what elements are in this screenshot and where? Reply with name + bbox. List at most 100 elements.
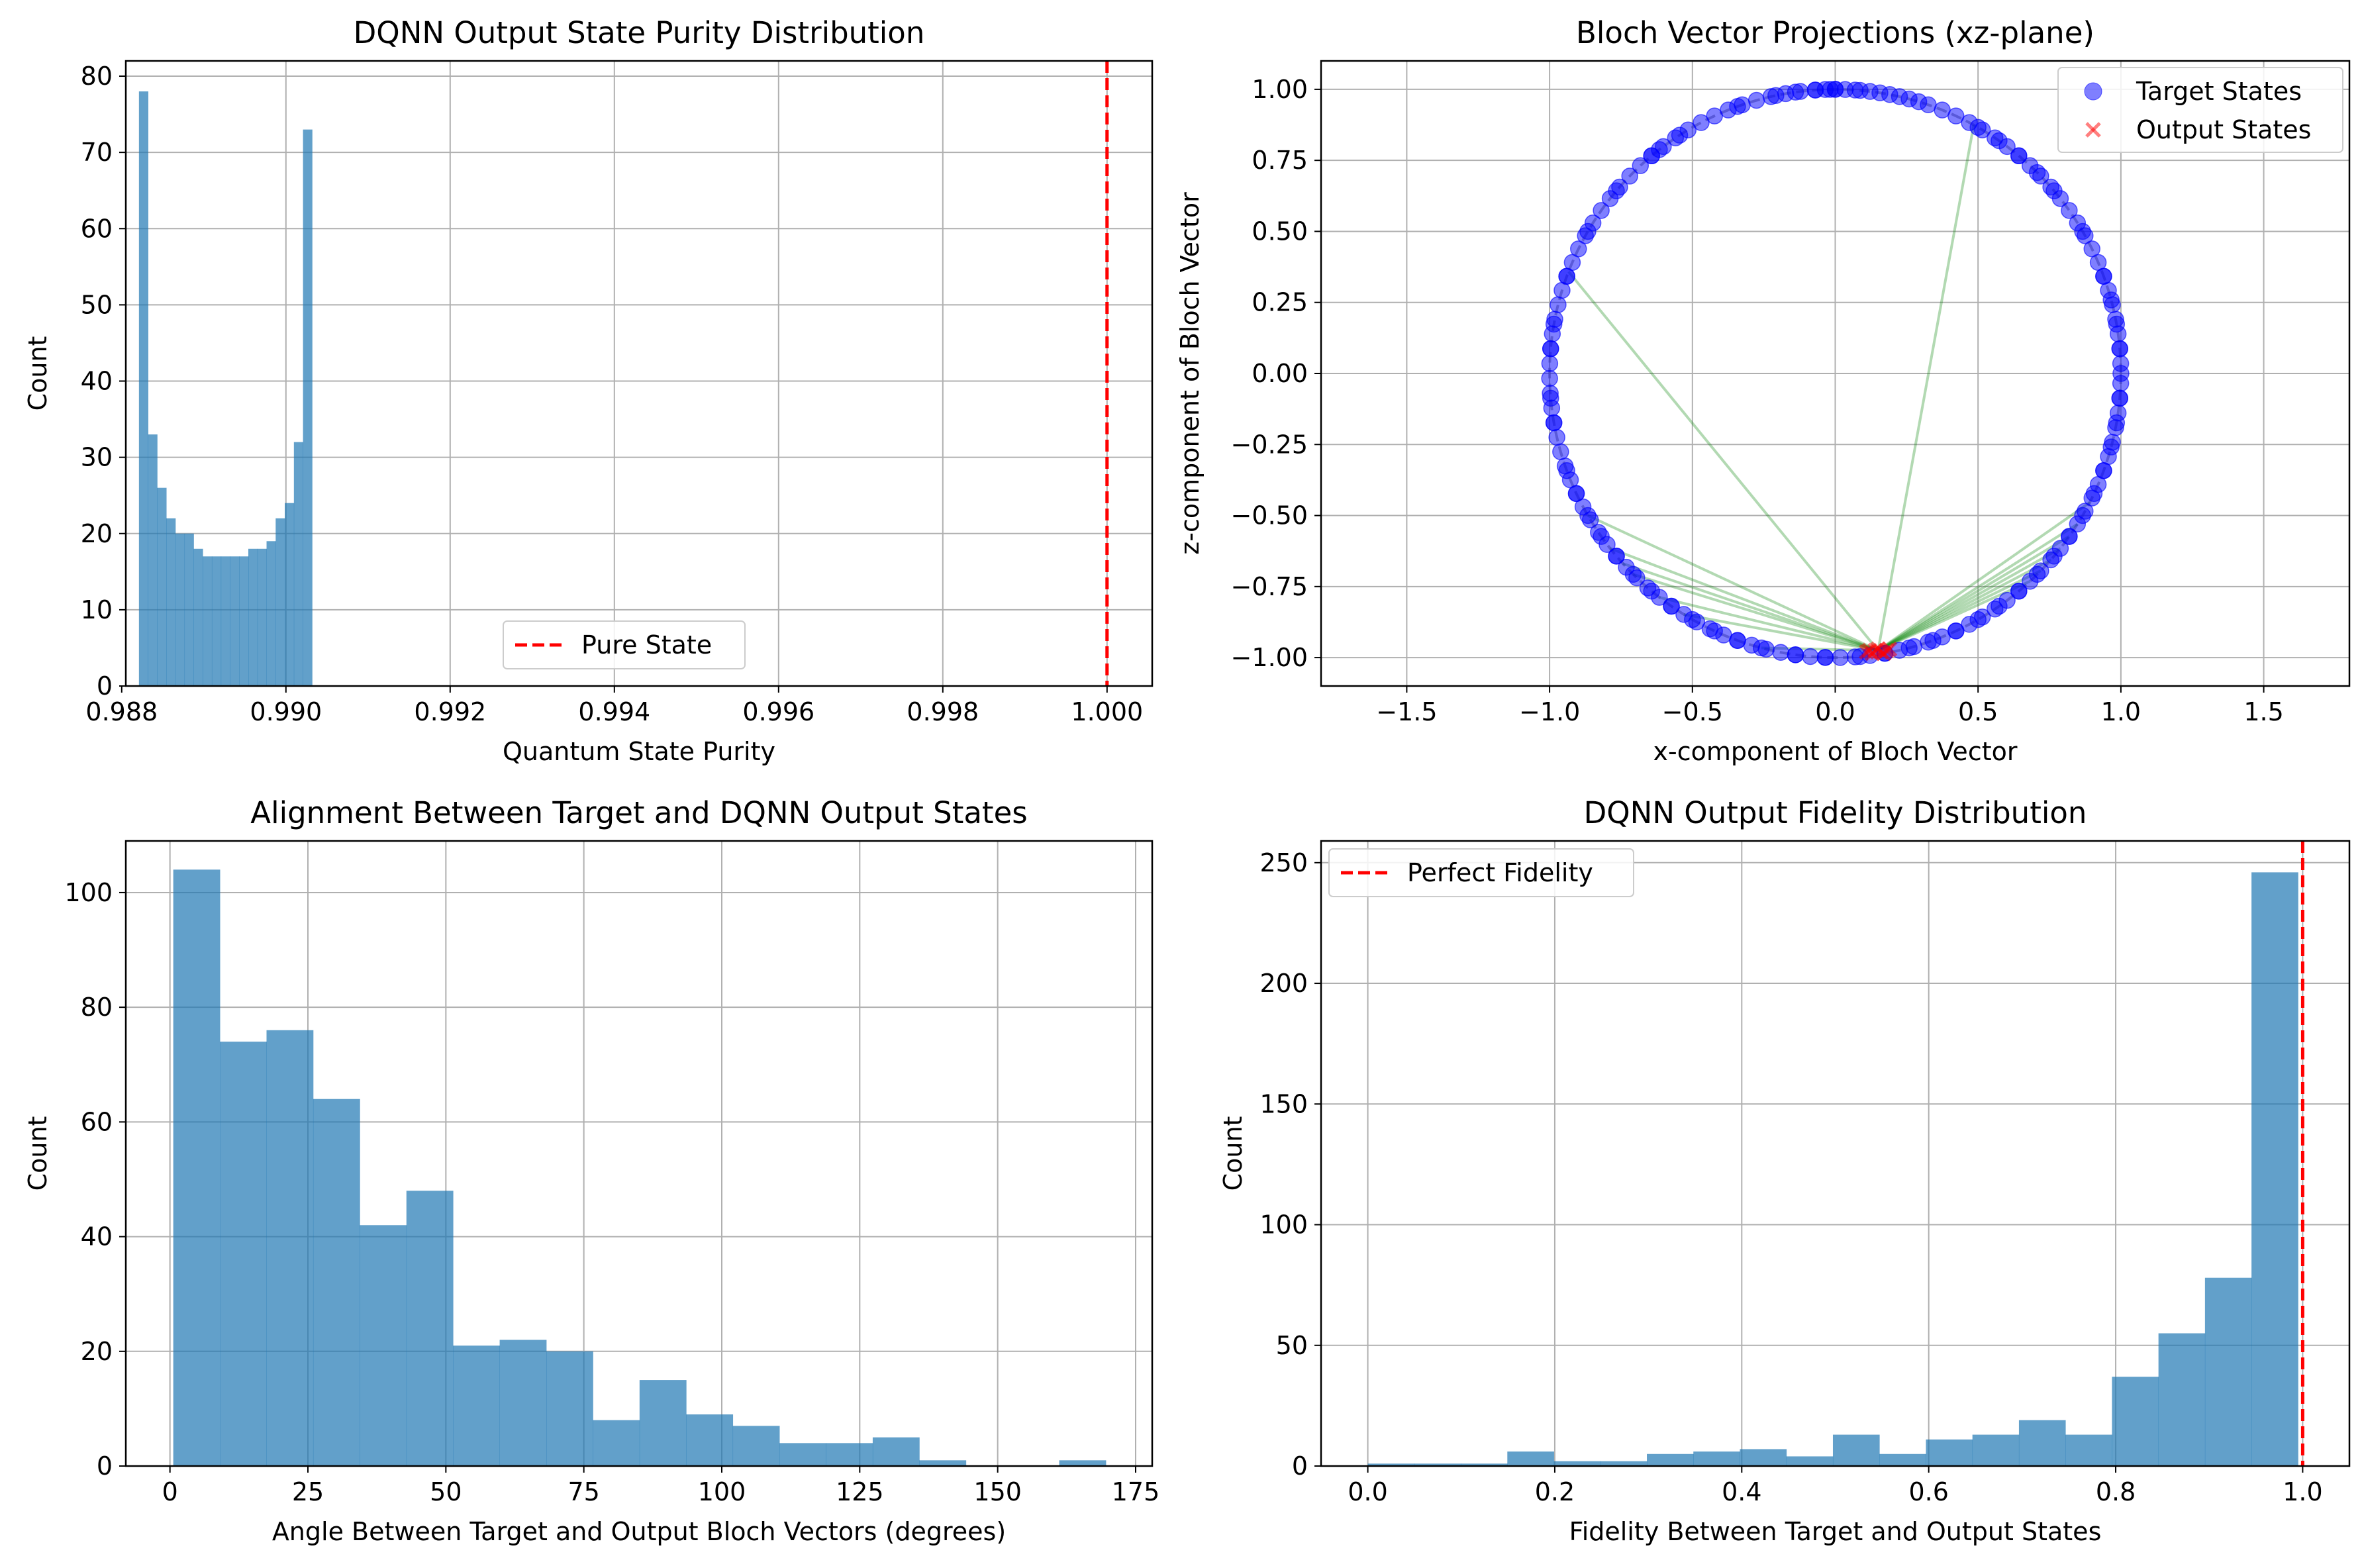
target-point <box>1570 240 1587 258</box>
bar <box>2112 1377 2159 1466</box>
bar <box>313 1099 360 1466</box>
x-tick-label: −1.0 <box>1519 697 1580 726</box>
x-tick-label: 0.0 <box>1815 697 1855 726</box>
target-point <box>1643 147 1660 165</box>
bar <box>293 442 303 686</box>
target-point <box>2061 528 2078 545</box>
connection-line <box>1622 562 1879 652</box>
target-point <box>1920 96 1937 114</box>
chart-panel-1: 0.988 0.990 0.992 0.994 0.996 0.998 1.000 0 10 20… <box>23 15 1154 766</box>
bar <box>148 434 158 686</box>
x-tick-label: 0.990 <box>250 697 322 726</box>
chart-title: DQNN Output State Purity Distribution <box>354 15 925 50</box>
target-point <box>1541 369 1558 387</box>
target-point <box>1558 462 1575 479</box>
bar <box>157 487 167 686</box>
x-tick-label: −0.5 <box>1662 697 1723 726</box>
target-point <box>1969 611 1987 628</box>
y-tick-label: 70 <box>81 138 113 167</box>
bar <box>406 1191 454 1466</box>
y-tick-label: 80 <box>81 62 113 91</box>
legend-label: Output States <box>2136 115 2311 144</box>
connection-line <box>1877 579 2031 652</box>
plot-area <box>1321 841 2349 1466</box>
x-axis-label: Fidelity Between Target and Output State… <box>1569 1517 2102 1546</box>
legend-swatch-circle <box>2084 82 2102 101</box>
y-tick-label: 80 <box>81 993 113 1022</box>
x-axis-label: Angle Between Target and Output Bloch Ve… <box>272 1517 1006 1546</box>
bar <box>138 91 149 686</box>
connection-line <box>1877 558 2052 652</box>
y-tick-label: 20 <box>81 519 113 548</box>
target-point <box>2045 182 2063 199</box>
target-point <box>1545 315 1563 333</box>
y-tick-label: 20 <box>81 1337 113 1366</box>
plot-area <box>126 841 1152 1466</box>
y-tick-label: 0.00 <box>1252 359 1308 388</box>
connection-line <box>1609 547 1879 652</box>
x-tick-label: 1.0 <box>2283 1477 2322 1506</box>
x-axis-label: x-component of Bloch Vector <box>1653 737 2018 766</box>
target-point <box>2061 202 2078 219</box>
bar <box>453 1346 500 1466</box>
x-tick-label: 0.994 <box>578 697 650 726</box>
bar <box>266 541 276 686</box>
bars <box>173 869 1107 1466</box>
target-point <box>2074 507 2091 524</box>
x-tick-label: 0.8 <box>2096 1477 2136 1506</box>
y-tick-label: 0 <box>1292 1451 1308 1481</box>
target-point <box>1548 428 1565 446</box>
x-tick-label: 100 <box>698 1477 746 1506</box>
legend-swatch-x <box>2085 122 2101 138</box>
x-tick-label: 1.0 <box>2101 697 2141 726</box>
target-point <box>1684 611 1701 628</box>
chart-panel-4: 0.0 0.2 0.4 0.6 0.8 1.0 0 50 100 150 200 250 DQNN Ou… <box>1218 795 2351 1546</box>
bar <box>639 1380 687 1466</box>
y-tick-label: 30 <box>81 443 113 472</box>
target-point <box>1832 649 1849 666</box>
target-point <box>1632 157 1649 174</box>
connection-line <box>1587 514 1879 652</box>
bar <box>1786 1456 1834 1466</box>
bar <box>1367 1463 1415 1466</box>
bar <box>1553 1461 1601 1466</box>
connection-line <box>1877 522 2079 652</box>
bar <box>546 1351 593 1466</box>
target-point <box>1579 507 1597 524</box>
bar <box>175 533 185 686</box>
legend-label: Perfect Fidelity <box>1407 858 1593 887</box>
bar <box>1414 1463 1461 1466</box>
bar <box>1693 1451 1740 1466</box>
bar <box>1879 1453 1926 1466</box>
target-point <box>1553 281 1571 299</box>
connection-line <box>1877 569 2042 652</box>
bar <box>2018 1420 2066 1466</box>
target-point <box>1608 548 1625 565</box>
x-tick-label: −1.5 <box>1376 697 1437 726</box>
y-tick-label: −0.75 <box>1231 572 1308 601</box>
bar <box>686 1414 734 1466</box>
target-point <box>1720 101 1737 119</box>
target-point <box>1822 81 1839 98</box>
target-point <box>1542 389 1559 407</box>
x-tick-label: 0.4 <box>1722 1477 1761 1506</box>
target-point <box>1706 622 1723 640</box>
chart-title: DQNN Output Fidelity Distribution <box>1584 795 2087 830</box>
y-tick-label: 250 <box>1259 848 1308 877</box>
bar <box>257 548 267 686</box>
bar <box>248 548 258 686</box>
y-axis-label: Count <box>23 1116 52 1191</box>
target-point <box>1601 190 1619 207</box>
target-point <box>1552 443 1569 461</box>
bar <box>221 556 230 686</box>
bars <box>138 91 313 686</box>
target-point <box>2108 315 2126 333</box>
target-point <box>1593 202 1610 219</box>
x-tick-label: 0.998 <box>907 697 979 726</box>
target-point <box>2074 222 2091 240</box>
x-tick-label: 75 <box>567 1477 599 1506</box>
bar <box>166 518 176 686</box>
bar <box>239 556 249 686</box>
x-tick-label: 0.5 <box>1958 697 1998 726</box>
target-point <box>1550 296 1567 313</box>
